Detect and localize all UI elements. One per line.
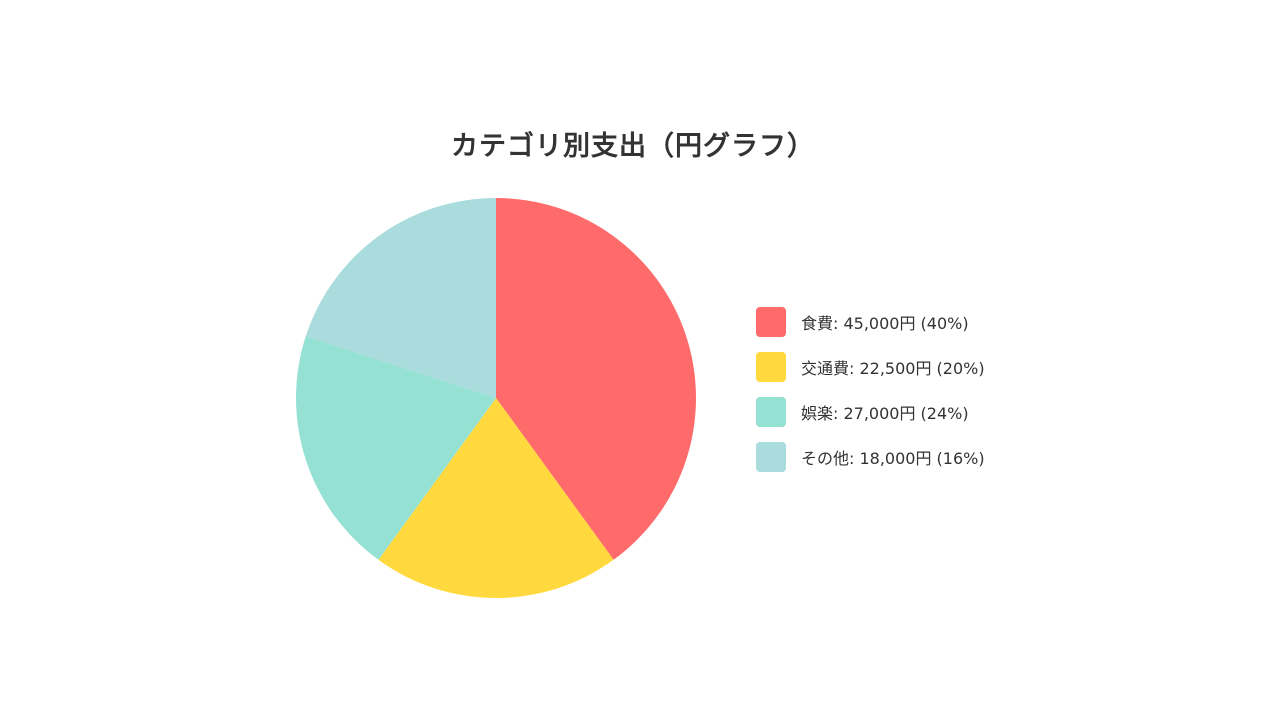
legend-label: 交通費: 22,500円 (20%) xyxy=(801,359,985,378)
pie-slice-3 xyxy=(296,336,496,560)
legend: 食費: 45,000円 (40%) 交通費: 22,500円 (20%) 娯楽: 2… xyxy=(756,307,985,487)
legend-label: その他: 18,000円 (16%) xyxy=(801,449,985,468)
legend-swatch xyxy=(756,307,786,337)
legend-label: 食費: 45,000円 (40%) xyxy=(801,314,969,333)
legend-swatch xyxy=(756,352,786,382)
legend-label: 娯楽: 27,000円 (24%) xyxy=(801,404,969,423)
pie-slice-4 xyxy=(305,198,496,398)
legend-item-4: その他: 18,000円 (16%) xyxy=(756,442,985,472)
pie-chart xyxy=(296,198,696,598)
legend-item-3: 娯楽: 27,000円 (24%) xyxy=(756,397,985,427)
pie-slice-2 xyxy=(378,398,614,598)
legend-swatch xyxy=(756,397,786,427)
legend-swatch xyxy=(756,442,786,472)
legend-item-2: 交通費: 22,500円 (20%) xyxy=(756,352,985,382)
legend-item-1: 食費: 45,000円 (40%) xyxy=(756,307,985,337)
chart-title: カテゴリ別支出（円グラフ） xyxy=(451,131,815,162)
pie-slice-1 xyxy=(496,198,696,560)
